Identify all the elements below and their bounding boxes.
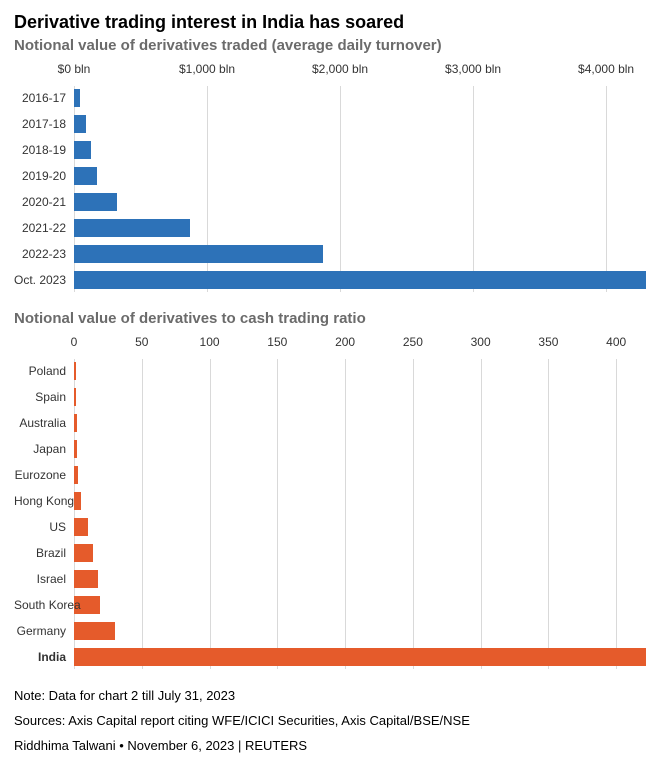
bar [74,492,81,510]
x-tick-label: 150 [267,335,287,349]
bar [74,388,76,406]
footer-sources: Sources: Axis Capital report citing WFE/… [14,712,650,731]
bar-row: Israel [74,567,646,591]
bar-row: Japan [74,437,646,461]
category-label: 2018-19 [14,143,70,157]
bar-row: Poland [74,359,646,383]
bar-row: 2021-22 [74,216,646,240]
bar [74,648,646,666]
page-title: Derivative trading interest in India has… [14,12,650,33]
bar [74,89,80,107]
bar-row: 2019-20 [74,164,646,188]
bar-row: 2022-23 [74,242,646,266]
bar [74,466,78,484]
category-label: 2019-20 [14,169,70,183]
footer-note: Note: Data for chart 2 till July 31, 202… [14,687,650,706]
x-tick-label: 300 [471,335,491,349]
chart2-subtitle: Notional value of derivatives to cash tr… [14,310,650,327]
x-tick-label: 0 [71,335,78,349]
chart2-rows: PolandSpainAustraliaJapanEurozoneHong Ko… [74,359,646,669]
bar-row: Spain [74,385,646,409]
bar-row: US [74,515,646,539]
bar-row: Oct. 2023 [74,268,646,292]
bar-row: Brazil [74,541,646,565]
category-label: Brazil [14,546,70,560]
category-label: 2017-18 [14,117,70,131]
bar-row: Australia [74,411,646,435]
bar-row: Germany [74,619,646,643]
bar-row: 2020-21 [74,190,646,214]
category-label: Eurozone [14,468,70,482]
bar [74,518,88,536]
bar-row: South Korea [74,593,646,617]
x-tick-label: 350 [538,335,558,349]
category-label: 2020-21 [14,195,70,209]
category-label: Israel [14,572,70,586]
category-label: India [14,650,70,664]
chart2-plot-area: PolandSpainAustraliaJapanEurozoneHong Ko… [74,359,646,669]
chart1-plot-area: 2016-172017-182018-192019-202020-212021-… [74,86,646,292]
category-label: 2022-23 [14,247,70,261]
category-label: Australia [14,416,70,430]
category-label: 2016-17 [14,91,70,105]
chart1: $0 bln $1,000 bln $2,000 bln $3,000 bln $4,0… [14,62,650,292]
bar [74,219,190,237]
category-label: South Korea [14,598,70,612]
bar [74,544,93,562]
x-tick-label: 100 [200,335,220,349]
bar-row: 2016-17 [74,86,646,110]
chart2: 050100150200250300350400 PolandSpainAust… [14,335,650,669]
bar [74,440,77,458]
chart1-subtitle: Notional value of derivatives traded (av… [14,37,650,54]
chart1-rows: 2016-172017-182018-192019-202020-212021-… [74,86,646,292]
category-label: Spain [14,390,70,404]
bar [74,245,323,263]
chart2-x-axis: 0 50 100 150 200 250 300 350 400 [74,335,646,353]
x-tick-label: $2,000 bln [312,62,368,76]
chart1-x-axis: $0 bln$1,000 bln$2,000 bln$3,000 bln$4,0… [74,62,646,80]
category-label: 2021-22 [14,221,70,235]
bar [74,167,97,185]
x-tick-label: $1,000 bln [179,62,235,76]
category-label: Oct. 2023 [14,273,70,287]
bar [74,362,76,380]
x-tick-label: $4,000 bln [578,62,634,76]
x-tick-label: $3,000 bln [445,62,501,76]
bar [74,570,98,588]
category-label: Japan [14,442,70,456]
bar [74,622,115,640]
category-label: Poland [14,364,70,378]
x-tick-label: 250 [403,335,423,349]
x-tick-label: 50 [135,335,148,349]
bar [74,193,117,211]
category-label: US [14,520,70,534]
bar [74,141,91,159]
bar [74,115,86,133]
bar-row: Eurozone [74,463,646,487]
category-label: Germany [14,624,70,638]
x-tick-label: 200 [335,335,355,349]
bar-row: 2017-18 [74,112,646,136]
bar-row: Hong Kong [74,489,646,513]
x-tick-label: $0 bln [58,62,91,76]
bar-row: 2018-19 [74,138,646,162]
footer-byline: Riddhima Talwani • November 6, 2023 | RE… [14,737,650,756]
x-tick-label: 400 [606,335,626,349]
bar [74,414,77,432]
bar-row: India [74,645,646,669]
category-label: Hong Kong [14,494,70,508]
bar [74,271,646,289]
